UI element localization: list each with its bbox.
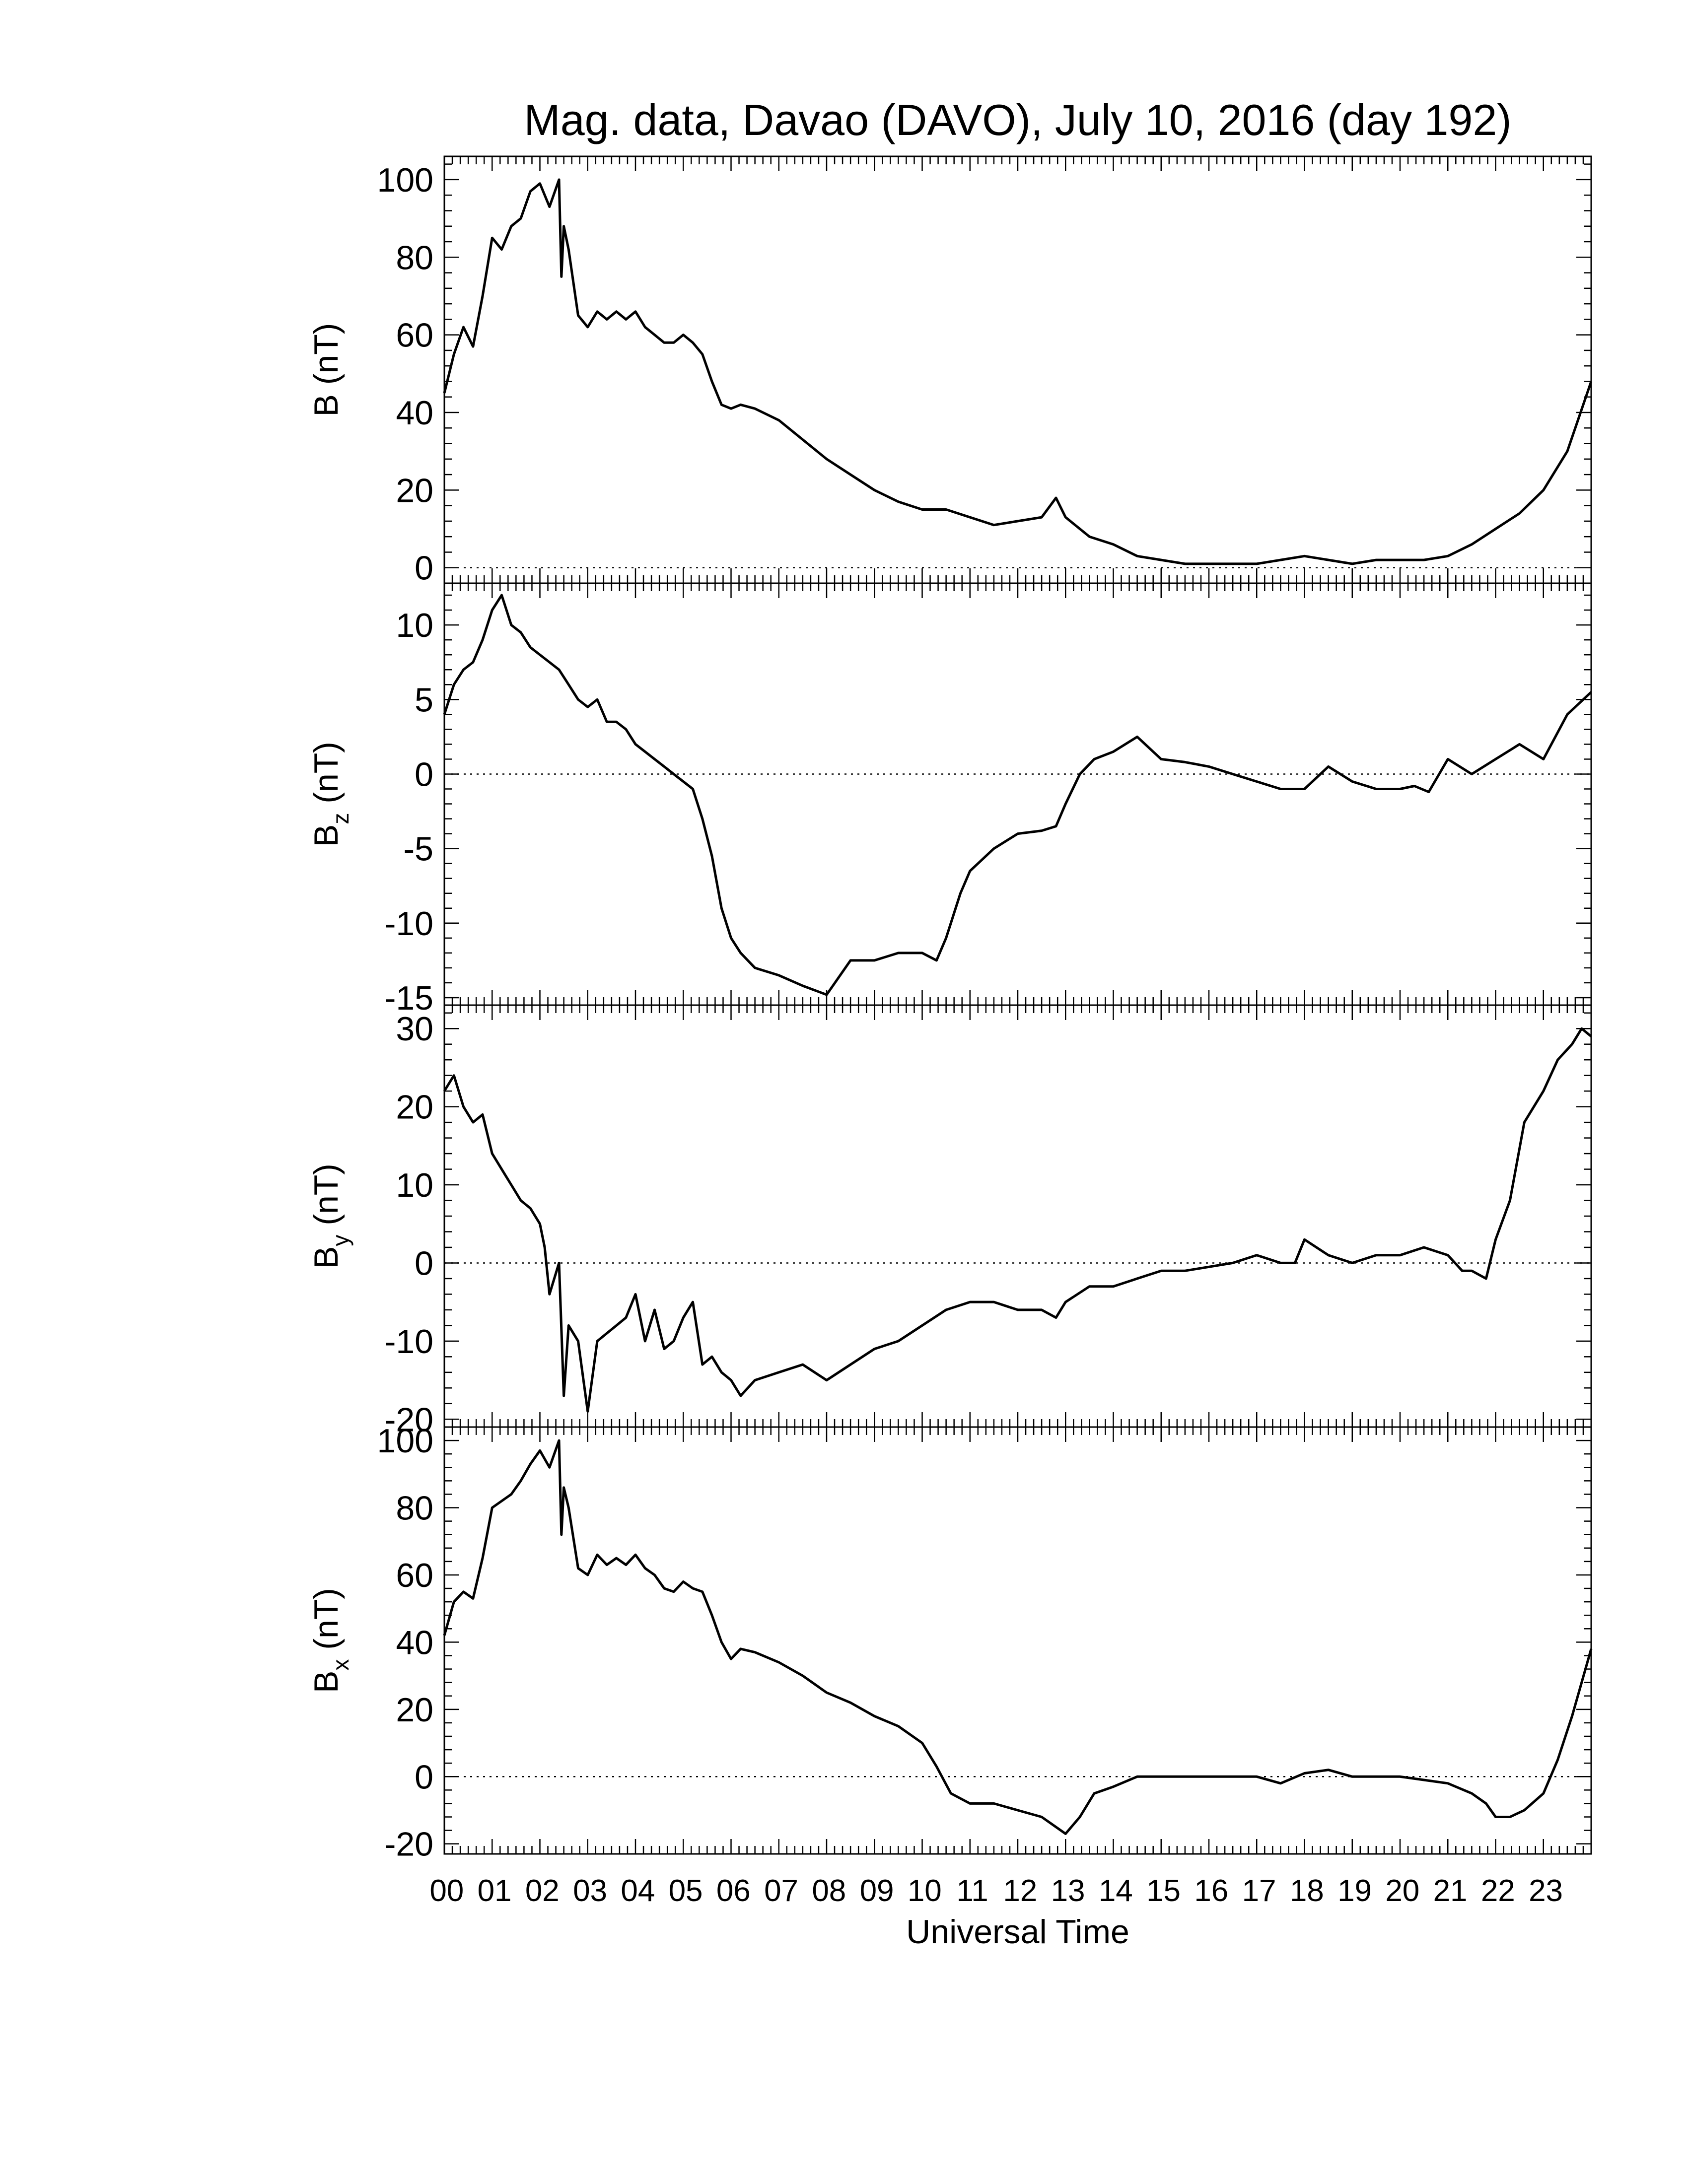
- x-tick-label: 11: [956, 1874, 988, 1908]
- series-line-Bz: [443, 594, 1592, 996]
- y-tick-label: 40: [396, 394, 433, 432]
- y-tick-label: 0: [415, 549, 433, 587]
- x-tick-label: 19: [1337, 1874, 1372, 1908]
- x-tick-label: 16: [1194, 1874, 1228, 1908]
- x-tick-label: 20: [1385, 1874, 1419, 1908]
- panel-frame: [443, 155, 1592, 584]
- y-tick-label: 0: [415, 1758, 433, 1796]
- x-tick-label: 06: [716, 1874, 751, 1908]
- y-tick-label: 100: [377, 161, 433, 199]
- panel-Bx: -20 0 20 40 60 80 100 Bx (nT): [307, 1422, 1593, 1863]
- x-tick-label: 05: [669, 1874, 703, 1908]
- x-tick-label: 13: [1051, 1874, 1085, 1908]
- x-tick-label: 14: [1099, 1874, 1133, 1908]
- y-tick-label: 60: [396, 1557, 433, 1594]
- x-tick-label: 18: [1290, 1874, 1324, 1908]
- y-tick-label: -15: [385, 979, 433, 1017]
- y-tick-label: -10: [385, 1323, 433, 1361]
- y-tick-label: 20: [396, 1691, 433, 1729]
- x-tick-label: 17: [1242, 1874, 1276, 1908]
- x-tick-label: 15: [1146, 1874, 1181, 1908]
- x-tick-label: 09: [860, 1874, 894, 1908]
- x-tick-label: 03: [573, 1874, 607, 1908]
- x-tick-label: 12: [1003, 1874, 1037, 1908]
- y-tick-label: 30: [396, 1010, 433, 1048]
- y-tick-label: 10: [396, 607, 433, 644]
- x-tick-label: 04: [621, 1874, 655, 1908]
- x-tick-label: 08: [812, 1874, 846, 1908]
- x-tick-label: 23: [1529, 1874, 1563, 1908]
- y-tick-label: 10: [396, 1166, 433, 1204]
- x-axis-label: Universal Time: [906, 1913, 1129, 1951]
- y-axis-label: Bz (nT): [307, 742, 353, 847]
- y-axis-label: By (nT): [307, 1163, 353, 1269]
- x-tick-label: 02: [525, 1874, 560, 1908]
- y-axis-label: B (nT): [307, 323, 345, 417]
- panel-frame: [443, 1426, 1592, 1855]
- panel-By: -20 -10 0 10 20 30 By (nT): [307, 1004, 1592, 1438]
- y-tick-label: 20: [396, 472, 433, 509]
- x-tick-labels: 00 01 02 03 04 05 06 07 08 09 10 11 12 13 14 15 16 17 18 19…: [429, 1874, 1563, 1908]
- y-tick-label: 0: [415, 755, 433, 793]
- y-tick-label: 100: [377, 1422, 433, 1460]
- x-tick-label: 07: [764, 1874, 798, 1908]
- series-line-Bx: [443, 1439, 1593, 1835]
- series-line-By: [443, 1027, 1592, 1413]
- series-line-B: [443, 178, 1593, 565]
- panel-Bz: -15 -10 -5 0 5 10 Bz (nT): [307, 582, 1592, 1017]
- y-tick-label: 80: [396, 1490, 433, 1527]
- x-tick-label: 00: [429, 1874, 464, 1908]
- y-axis-label: Bx (nT): [307, 1588, 353, 1693]
- y-tick-label: 5: [415, 681, 433, 719]
- y-tick-label: 20: [396, 1089, 433, 1126]
- panel-frame: [443, 582, 1592, 1006]
- panel-B: 0 20 40 60 80 100 B (nT): [307, 155, 1593, 587]
- y-tick-label: 60: [396, 317, 433, 354]
- y-tick-label: -5: [404, 830, 433, 868]
- chart-title: Mag. data, Davao (DAVO), July 10, 2016 (…: [524, 95, 1511, 144]
- x-tick-label: 21: [1433, 1874, 1468, 1908]
- y-tick-label: 40: [396, 1624, 433, 1661]
- y-tick-label: 80: [396, 239, 433, 276]
- y-tick-label: -10: [385, 905, 433, 943]
- x-tick-label: 22: [1481, 1874, 1515, 1908]
- y-tick-label: 0: [415, 1244, 433, 1282]
- y-tick-label: -20: [385, 1826, 433, 1863]
- panel-frame: [443, 1004, 1592, 1428]
- y-tick-label: -20: [385, 1401, 433, 1438]
- x-tick-label: 01: [478, 1874, 512, 1908]
- x-tick-label: 10: [908, 1874, 942, 1908]
